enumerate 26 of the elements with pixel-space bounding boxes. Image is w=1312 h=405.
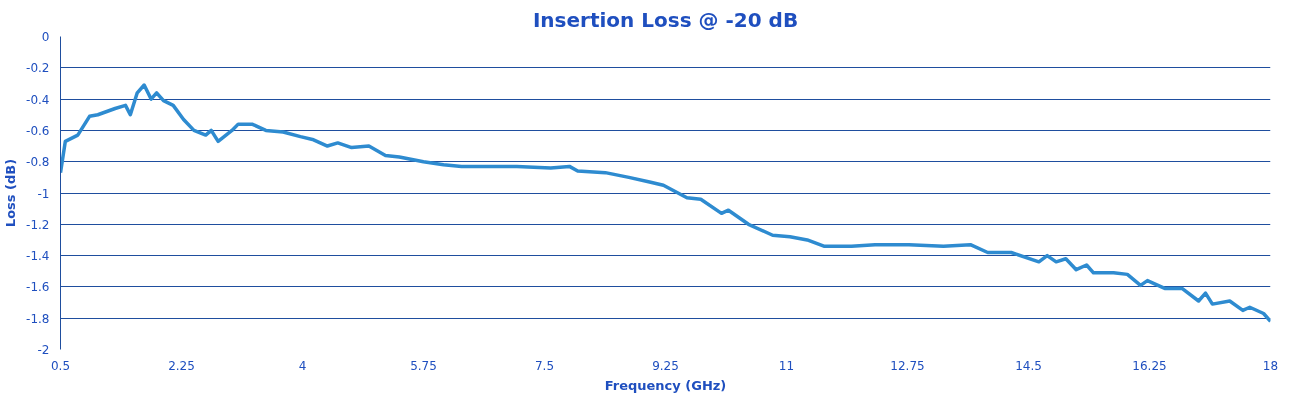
x-tick-label: 0.5 xyxy=(50,358,71,373)
x-tick-label: 7.5 xyxy=(534,358,555,373)
chart-title: Insertion Loss @ -20 dB xyxy=(532,7,799,32)
x-tick-label: 12.75 xyxy=(890,358,925,373)
x-tick-label: 9.25 xyxy=(652,358,679,373)
y-tick-label: -1 xyxy=(37,186,50,201)
line-series xyxy=(60,83,1271,324)
x-axis-title: Frequency (GHz) xyxy=(604,377,727,393)
x-tick-label: 4 xyxy=(298,358,307,373)
y-tick-label: -1.2 xyxy=(26,217,50,232)
y-tick-label: -0.8 xyxy=(26,155,50,170)
x-tick-label: 2.25 xyxy=(168,358,195,373)
x-tick-label: 18 xyxy=(1262,358,1279,373)
y-tick-label: -0.2 xyxy=(26,61,50,76)
x-tick-label: 14.5 xyxy=(1015,358,1042,373)
x-tick-label: 5.75 xyxy=(410,358,437,373)
y-tick-label: -0.6 xyxy=(26,123,50,138)
y-tick-label: -1.8 xyxy=(26,311,50,326)
y-tick-label: -1.4 xyxy=(26,249,50,264)
y-tick-label: -2 xyxy=(37,343,50,357)
y-tick-label: -1.6 xyxy=(26,280,50,295)
x-tick-label: 16.25 xyxy=(1132,358,1167,373)
y-tick-label: 0 xyxy=(41,30,50,44)
y-axis-title: Loss (dB) xyxy=(3,158,19,228)
x-tick-label: 11 xyxy=(778,358,795,373)
y-tick-label: -0.4 xyxy=(26,92,50,107)
